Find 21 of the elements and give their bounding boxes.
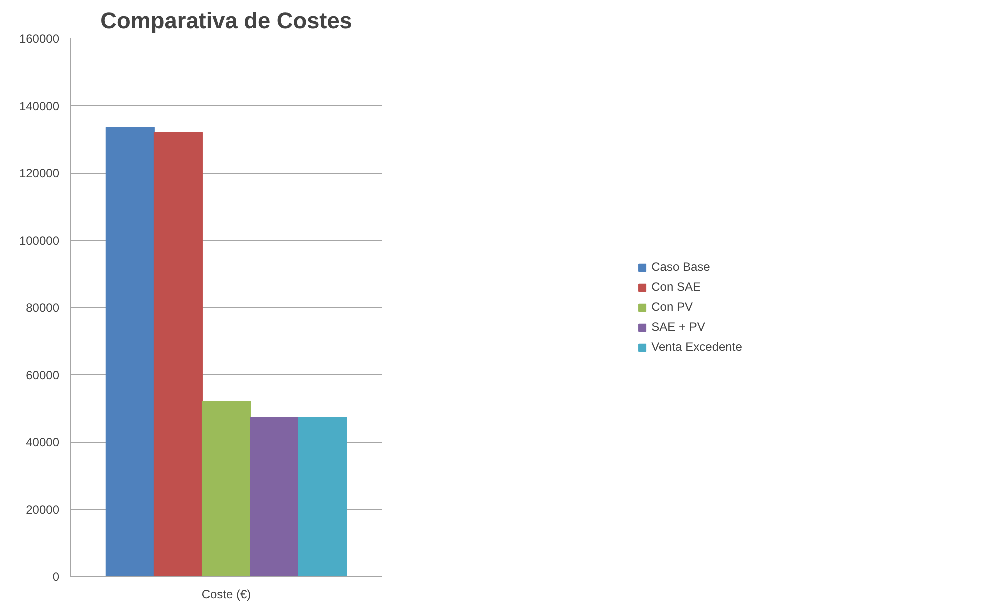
x-tick-label: Coste (€)	[202, 588, 252, 602]
y-tick-label: 140000	[19, 99, 60, 114]
legend-label: Con PV	[652, 300, 693, 314]
bar	[106, 127, 155, 576]
y-tick-label: 120000	[19, 166, 60, 180]
chart-title: Comparativa de Costes	[100, 8, 352, 34]
legend-label: Venta Excedente	[652, 340, 742, 354]
y-tick-label: 40000	[26, 436, 60, 450]
legend-label: Caso Base	[652, 260, 710, 274]
y-tick-label: 160000	[19, 32, 60, 46]
y-tick-label: 80000	[26, 301, 60, 315]
y-tick-label: 0	[52, 570, 60, 584]
bar	[298, 417, 348, 576]
y-tick-label: 60000	[26, 368, 60, 382]
bar	[154, 132, 203, 576]
bar	[202, 401, 252, 576]
y-tick-label: 100000	[19, 234, 60, 248]
y-tick-label: 20000	[26, 502, 60, 517]
legend-label: SAE + PV	[652, 320, 706, 334]
bar	[250, 417, 300, 576]
legend-label: Con SAE	[652, 280, 701, 294]
